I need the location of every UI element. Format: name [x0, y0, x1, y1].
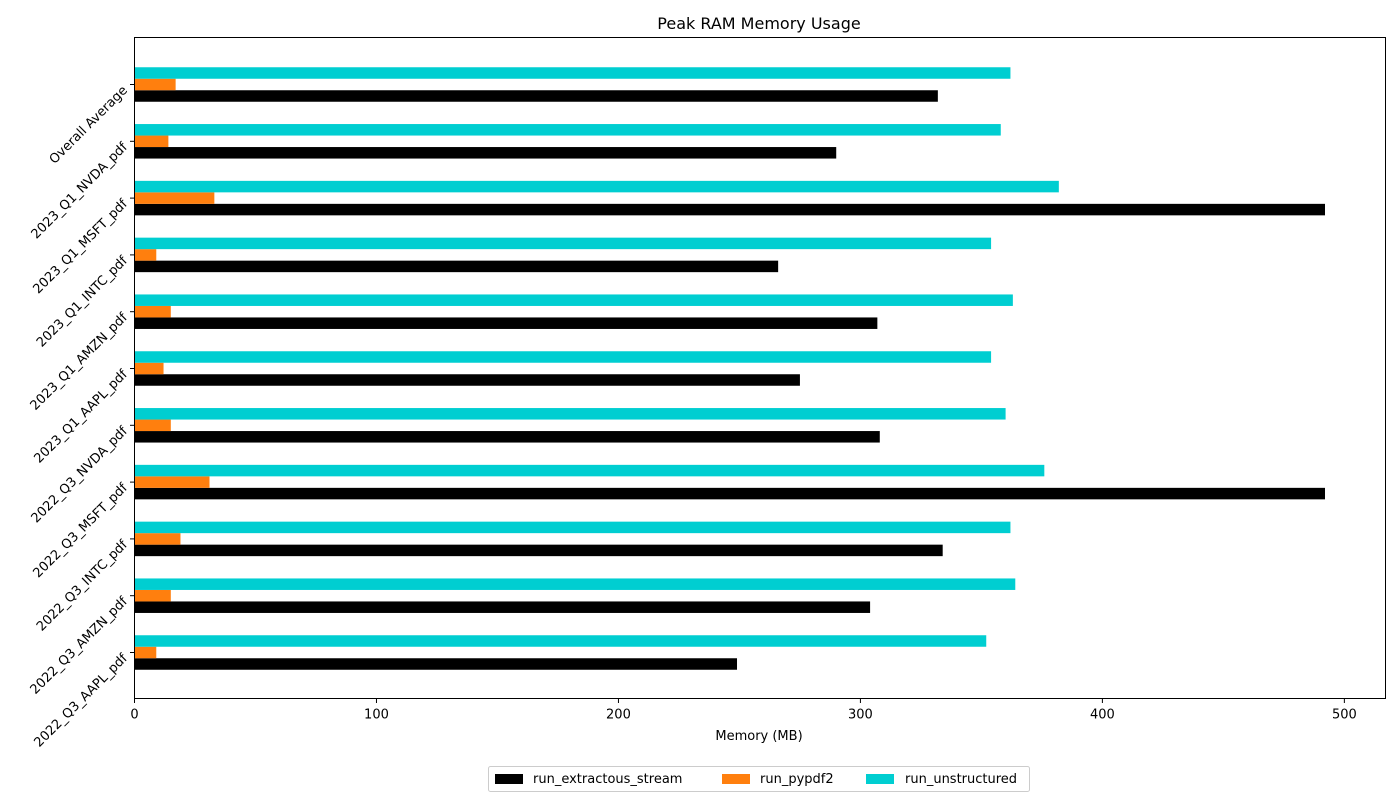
legend-swatch-run_pypdf2: [722, 774, 750, 784]
bar-run_unstructured-8: [134, 180, 1059, 193]
bar-run_extractous_stream-1: [134, 601, 871, 613]
bar-run_unstructured-2: [134, 521, 1011, 534]
y-tick-label: 2022_Q3_AAPL_pdf: [32, 651, 132, 751]
x-tick-label: 100: [364, 708, 389, 723]
plot-area: [134, 67, 1326, 670]
legend-swatch-run_extractous_stream: [495, 774, 523, 784]
bar-run_pypdf2-6: [134, 305, 171, 318]
bar-run_extractous_stream-4: [134, 431, 880, 443]
bar-run_extractous_stream-7: [134, 260, 779, 273]
bar-run_pypdf2-8: [134, 192, 215, 204]
plot-frame: [134, 37, 1386, 699]
x-axis-label: Memory (MB): [715, 729, 802, 744]
y-tick-label: 2022_Q3_AMZN_pdf: [28, 594, 131, 697]
bar-run_extractous_stream-8: [134, 203, 1326, 216]
bar-run_extractous_stream-9: [134, 147, 837, 159]
legend-label-run_extractous_stream: run_extractous_stream: [533, 772, 682, 787]
x-tick-label: 0: [130, 708, 138, 723]
bar-run_extractous_stream-3: [134, 487, 1326, 500]
bar-run_pypdf2-1: [134, 589, 171, 602]
x-tick-label: 500: [1332, 708, 1357, 723]
chart-title: Peak RAM Memory Usage: [657, 14, 860, 33]
bar-run_pypdf2-5: [134, 362, 164, 375]
x-axis: 0 100 200 300 400 500: [130, 698, 1357, 723]
bar-run_pypdf2-0: [134, 646, 157, 659]
bar-run_pypdf2-7: [134, 249, 157, 261]
x-tick-label: 300: [848, 708, 873, 723]
y-tick-label: 2023_Q1_MSFT_pdf: [31, 196, 132, 297]
legend-frame: [488, 766, 1030, 792]
bar-run_pypdf2-9: [134, 135, 169, 148]
y-tick-label: 2022_Q3_MSFT_pdf: [31, 480, 132, 581]
bar-run_unstructured-5: [134, 351, 992, 363]
bar-run_extractous_stream-6: [134, 317, 878, 329]
bar-run_pypdf2-10: [134, 78, 176, 91]
bar-run_unstructured-0: [134, 635, 987, 647]
bar-run_extractous_stream-0: [134, 658, 738, 670]
legend-label-run_pypdf2: run_pypdf2: [760, 772, 834, 787]
y-tick-label: 2023_Q1_NVDA_pdf: [29, 140, 131, 242]
bar-run_unstructured-9: [134, 124, 1001, 136]
bar-run_pypdf2-3: [134, 476, 210, 488]
bar-run_unstructured-6: [134, 294, 1013, 306]
bar-run_unstructured-1: [134, 578, 1016, 590]
y-tick-label: 2023_Q1_AAPL_pdf: [32, 367, 132, 467]
bar-run_pypdf2-4: [134, 419, 171, 432]
bar-run_unstructured-10: [134, 67, 1011, 79]
y-tick-label: 2023_Q1_AMZN_pdf: [28, 310, 131, 413]
bar-run_extractous_stream-10: [134, 90, 938, 102]
legend: run_extractous_stream run_pypdf2 run_unstr…: [488, 766, 1030, 792]
x-tick-label: 400: [1090, 708, 1115, 723]
x-tick-label: 200: [606, 708, 631, 723]
bar-run_unstructured-4: [134, 408, 1006, 420]
bar-run_extractous_stream-2: [134, 544, 943, 557]
bar-run_unstructured-3: [134, 464, 1045, 477]
bar-run_unstructured-7: [134, 237, 992, 250]
legend-label-run_unstructured: run_unstructured: [905, 772, 1017, 787]
bar-run_extractous_stream-5: [134, 374, 800, 386]
y-tick-label: 2022_Q3_NVDA_pdf: [29, 424, 131, 526]
legend-swatch-run_unstructured: [866, 774, 894, 784]
bar-run_pypdf2-2: [134, 533, 181, 545]
